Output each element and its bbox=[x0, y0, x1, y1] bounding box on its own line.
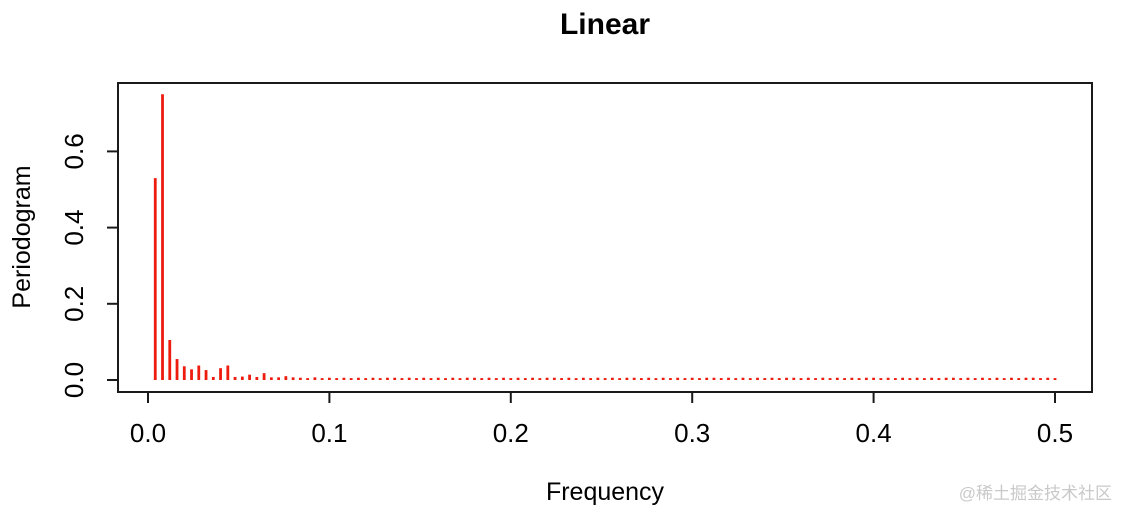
y-axis-label: Periodogram bbox=[8, 165, 36, 308]
chart-title: Linear bbox=[560, 8, 650, 41]
spike-series bbox=[153, 94, 1057, 380]
plot-border bbox=[117, 82, 1093, 393]
y-tick-label: 0.4 bbox=[59, 210, 89, 246]
x-tick-label: 0.1 bbox=[311, 418, 347, 448]
x-tick-label: 0.5 bbox=[1037, 418, 1073, 448]
x-axis: 0.0 0.1 0.2 0.3 0.4 0.5 bbox=[130, 392, 1073, 448]
y-tick-label: 0.0 bbox=[59, 362, 89, 398]
x-tick-label: 0.0 bbox=[130, 418, 166, 448]
x-axis-label: Frequency bbox=[546, 478, 665, 506]
x-tick-label: 0.4 bbox=[856, 418, 892, 448]
y-axis: 0.0 0.2 0.4 0.6 bbox=[59, 133, 118, 398]
x-tick-label: 0.2 bbox=[493, 418, 529, 448]
x-tick-label: 0.3 bbox=[674, 418, 710, 448]
watermark: @稀土掘金技术社区 bbox=[959, 484, 1112, 503]
y-tick-label: 0.6 bbox=[59, 133, 89, 169]
y-tick-label: 0.2 bbox=[59, 286, 89, 322]
